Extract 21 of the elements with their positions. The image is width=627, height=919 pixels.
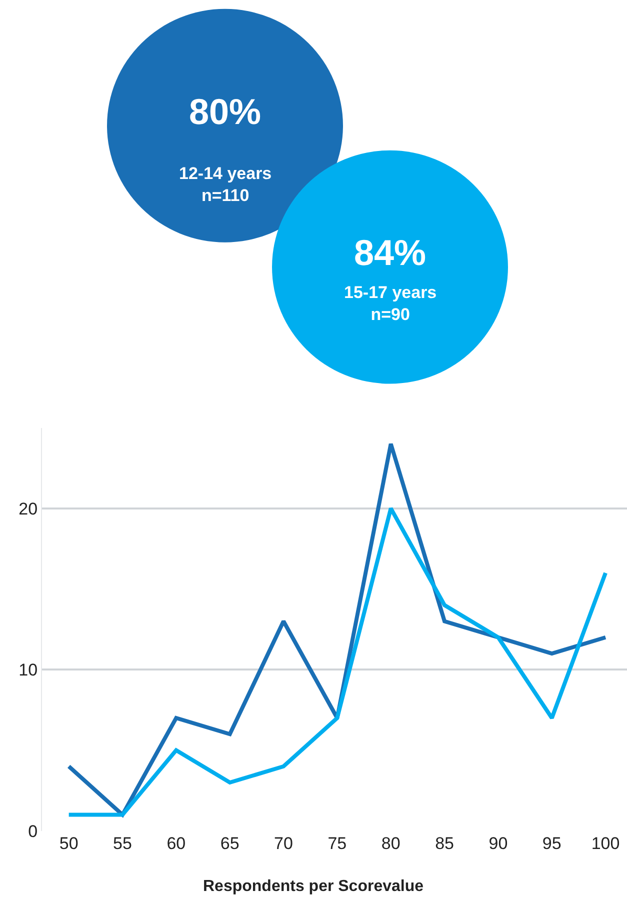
text: 84%: [354, 232, 426, 273]
x-tick-label: 75: [328, 834, 347, 853]
y-tick-label: 20: [18, 499, 38, 518]
x-tick-label: 70: [274, 834, 293, 853]
x-tick-label: 85: [435, 834, 454, 853]
y-tick-label: 0: [28, 822, 38, 841]
x-axis-title: Respondents per Scorevalue: [203, 878, 424, 895]
line-series: [66, 442, 608, 817]
text: 80%: [189, 91, 262, 132]
x-tick-label: 60: [166, 834, 186, 853]
x-tick-label: 50: [59, 834, 78, 853]
text: 15-17 years n=90: [344, 283, 437, 324]
x-tick-label: 65: [220, 834, 240, 853]
x-tick-label: 100: [591, 834, 620, 853]
x-tick-label: 80: [381, 834, 400, 853]
x-tick-label: 55: [113, 834, 132, 853]
y-tick-label: 10: [18, 660, 38, 680]
x-tick-label: 95: [542, 834, 562, 853]
x-tick-label: 90: [488, 834, 508, 853]
line-series: [66, 506, 608, 817]
text: 12-14 years n=110: [179, 164, 272, 206]
